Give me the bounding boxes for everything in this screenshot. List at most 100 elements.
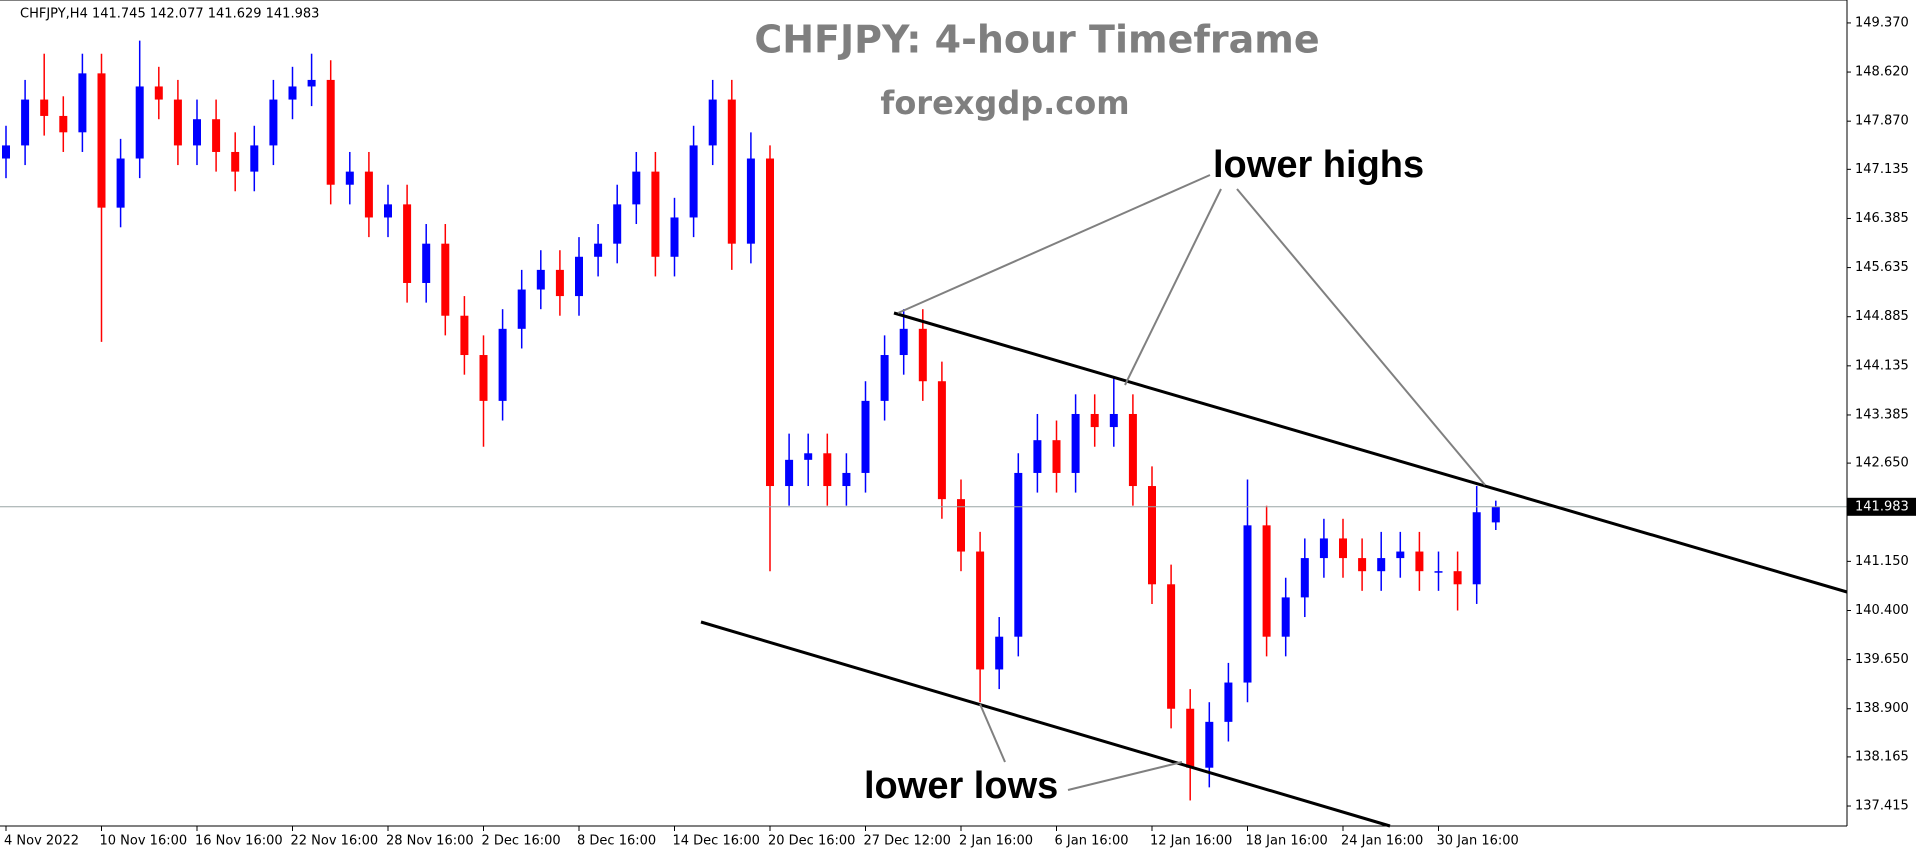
y-tick-label: 149.370 (1855, 15, 1909, 30)
candle-body (1300, 558, 1309, 598)
candle-body (212, 119, 221, 152)
x-tick-label: 20 Dec 16:00 (768, 834, 855, 849)
candle-body (1243, 525, 1252, 683)
candle-body (1415, 551, 1424, 572)
x-tick-label: 6 Jan 16:00 (1055, 834, 1129, 849)
candle-body (21, 99, 30, 146)
candle-body (364, 171, 373, 218)
candle-body (1014, 472, 1023, 637)
y-tick-label: 138.900 (1855, 701, 1909, 716)
candle-body (59, 115, 68, 133)
candle-body (976, 551, 985, 670)
candle-body (536, 269, 545, 290)
candle-body (1262, 525, 1271, 637)
candle-body (880, 355, 889, 401)
upper-trendline (893, 311, 1848, 594)
candle-body (575, 256, 583, 297)
x-tick-label: 4 Nov 2022 (4, 834, 79, 849)
candle-body (823, 453, 832, 487)
candle-body (1472, 512, 1481, 585)
candle-body (594, 243, 603, 257)
candle-body (1033, 440, 1042, 473)
candle-body (804, 453, 813, 460)
y-tick-label: 145.635 (1855, 260, 1909, 275)
annotation-arrows (897, 174, 1486, 791)
candle-body (1167, 584, 1176, 709)
candle-body (97, 73, 106, 208)
y-tick-label: 142.650 (1855, 456, 1909, 471)
chart-title: CHFJPY: 4-hour Timeframe (754, 18, 1319, 62)
candle-body (479, 355, 488, 401)
candle-body (651, 171, 660, 257)
candle-body (1128, 413, 1137, 487)
candle-body (1186, 708, 1195, 768)
y-tick-label: 144.885 (1855, 309, 1909, 324)
x-tick-label: 22 Nov 16:00 (291, 834, 379, 849)
candle-body (1319, 538, 1328, 559)
candle-body (460, 315, 469, 356)
candle-body (1396, 551, 1405, 559)
candle-body (1224, 682, 1233, 722)
candle-body (957, 499, 965, 552)
pointer (897, 174, 1211, 314)
candle-body (250, 145, 259, 172)
pointer (1067, 761, 1183, 791)
candle-body (154, 86, 163, 100)
candle-body (116, 158, 125, 208)
y-tick-label: 138.165 (1855, 749, 1909, 764)
annotation: lower highs (1213, 144, 1424, 186)
candle-body (269, 99, 278, 146)
candle-body (937, 381, 946, 500)
candle-body (78, 73, 87, 133)
candle-body (345, 171, 354, 185)
candle-body (1109, 413, 1118, 428)
candle-body (2, 145, 10, 159)
last-price-label: 141.983 (1855, 499, 1909, 514)
x-tick-label: 8 Dec 16:00 (577, 834, 656, 849)
x-tick-label: 16 Nov 16:00 (195, 834, 283, 849)
pointer (979, 703, 1006, 763)
candle-body (288, 86, 297, 100)
candle-body (403, 204, 412, 283)
candle-body (785, 459, 794, 487)
x-tick-label: 27 Dec 12:00 (864, 834, 951, 849)
candle-body (1205, 721, 1214, 768)
x-tick-label: 2 Jan 16:00 (959, 834, 1033, 849)
y-tick-label: 137.415 (1855, 799, 1909, 814)
candle-body (1281, 597, 1290, 637)
y-tick-label: 146.385 (1855, 211, 1909, 226)
candle-body (1339, 538, 1347, 559)
candle-body (1052, 440, 1061, 473)
x-tick-label: 30 Jan 16:00 (1437, 834, 1519, 849)
candle-body (613, 204, 622, 244)
candle-body (1358, 558, 1367, 572)
pointer (1124, 188, 1222, 386)
candle-body (498, 328, 507, 401)
candle-body (517, 289, 526, 329)
x-tick-label: 18 Jan 16:00 (1246, 834, 1328, 849)
y-tick-label: 143.385 (1855, 407, 1909, 422)
candle-body (422, 243, 431, 283)
candle-body (918, 328, 927, 382)
candle-body (861, 400, 870, 473)
x-tick-label: 14 Dec 16:00 (673, 834, 760, 849)
pointer (1236, 188, 1486, 486)
candle-body (727, 99, 736, 244)
candle-body (995, 636, 1004, 670)
candle-body (231, 151, 240, 172)
x-tick-label: 10 Nov 16:00 (100, 834, 188, 849)
last-price-box (1847, 497, 1916, 516)
candle-body (1090, 413, 1099, 428)
candle-body (173, 99, 182, 146)
x-tick-label: 24 Jan 16:00 (1341, 834, 1423, 849)
candle-body (1071, 413, 1080, 473)
lower-trendline (700, 620, 1391, 828)
x-tick-label: 12 Jan 16:00 (1150, 834, 1232, 849)
x-tick-label: 2 Dec 16:00 (482, 834, 561, 849)
annotation: lower lows (864, 765, 1058, 807)
candle-body (1434, 571, 1443, 573)
candle-body (1491, 506, 1500, 523)
candle-body (708, 99, 717, 146)
y-tick-label: 147.870 (1855, 114, 1909, 129)
